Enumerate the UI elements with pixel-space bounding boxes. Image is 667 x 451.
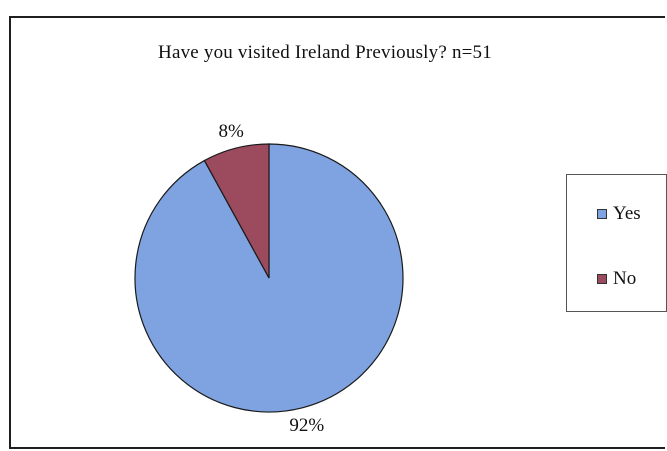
legend: Yes No — [566, 174, 667, 312]
data-label-no: 8% — [219, 121, 245, 142]
data-label-yes: 92% — [289, 415, 324, 436]
legend-label-yes: Yes — [613, 203, 641, 225]
legend-label-no: No — [613, 268, 636, 290]
legend-item-no: No — [597, 268, 636, 290]
legend-swatch-yes — [597, 209, 607, 219]
legend-swatch-no — [597, 274, 607, 284]
legend-item-yes: Yes — [597, 203, 641, 225]
